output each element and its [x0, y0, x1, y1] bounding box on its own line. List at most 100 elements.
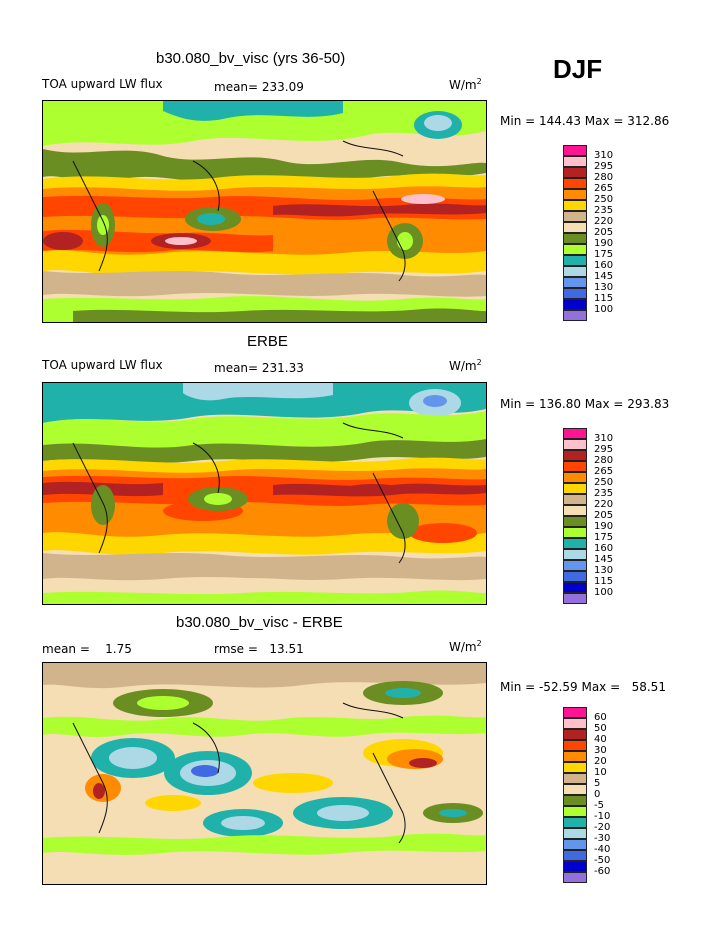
panel3-title: b30.080_bv_visc - ERBE — [176, 614, 343, 631]
panel1-colorbar-label: 115 — [594, 293, 614, 304]
panel2-colorbar-label: 115 — [594, 576, 614, 587]
panel1-colorbar-label: 190 — [594, 238, 614, 249]
panel2-colorbar-label: 190 — [594, 521, 614, 532]
panel1-colorbar-swatch — [563, 167, 587, 178]
panel1-colorbar-swatch — [563, 145, 587, 156]
panel3-colorbar-swatch — [563, 839, 587, 850]
panel2-minmax: Min = 136.80 Max = 293.83 — [500, 397, 670, 411]
panel2-colorbar-label: 280 — [594, 455, 614, 466]
panel2-colorbar-swatch — [563, 582, 587, 593]
panel2-mean: mean= 231.33 — [214, 361, 304, 375]
panel1-units: W/m2 — [449, 77, 482, 92]
panel2-colorbar-swatch — [563, 461, 587, 472]
panel1-colorbar-label: 160 — [594, 260, 614, 271]
panel1-colorbar-swatch — [563, 244, 587, 255]
panel1-colorbar-label: 130 — [594, 282, 614, 293]
panel3-colorbar-swatch — [563, 850, 587, 861]
panel3-rmse: rmse = 13.51 — [214, 642, 304, 656]
panel3-colorbar-swatch — [563, 795, 587, 806]
panel2-colorbar-swatch — [563, 439, 587, 450]
panel3-colorbar-swatch — [563, 751, 587, 762]
panel3-colorbar-label: 30 — [594, 745, 607, 756]
panel2-colorbar-label: 160 — [594, 543, 614, 554]
panel3-colorbar-label: 5 — [594, 778, 601, 789]
season-label: DJF — [553, 54, 603, 84]
panel2-colorbar-swatch — [563, 527, 587, 538]
panel3-colorbar-label: 0 — [594, 789, 601, 800]
panel1-colorbar-swatch — [563, 222, 587, 233]
panel1-colorbar-swatch — [563, 255, 587, 266]
panel2-colorbar-swatch — [563, 494, 587, 505]
panel2-title: ERBE — [247, 333, 288, 350]
panel3-colorbar-swatch — [563, 729, 587, 740]
panel3-colorbar: 60 50 40 30 20 10 5 0 -5 -10 -20 -30 -40 -50 -60 — [563, 707, 643, 883]
panel3-colorbar-swatch — [563, 740, 587, 751]
panel3-colorbar-swatch — [563, 762, 587, 773]
panel2-colorbar-swatch — [563, 483, 587, 494]
panel3-colorbar-label: 40 — [594, 734, 607, 745]
panel2-colorbar-swatch — [563, 571, 587, 582]
panel3-minmax: Min = -52.59 Max = 58.51 — [500, 680, 666, 694]
panel1-colorbar-swatch — [563, 178, 587, 189]
panel2-colorbar-label: 295 — [594, 444, 614, 455]
panel2-colorbar-label: 205 — [594, 510, 614, 521]
panel3-colorbar-swatch — [563, 872, 587, 883]
panel2-colorbar-swatch — [563, 505, 587, 516]
panel3-colorbar-label: 50 — [594, 723, 607, 734]
panel1-colorbar-label: 235 — [594, 205, 614, 216]
panel3-colorbar-label: -20 — [594, 822, 611, 833]
panel3-mean: mean = 1.75 — [42, 642, 132, 656]
panel1-colorbar-label: 295 — [594, 161, 614, 172]
panel1-colorbar-swatch — [563, 189, 587, 200]
panel1-colorbar-label: 280 — [594, 172, 614, 183]
panel2-colorbar-label: 220 — [594, 499, 614, 510]
panel2-colorbar-swatch — [563, 516, 587, 527]
panel3-colorbar-label: 10 — [594, 767, 607, 778]
panel3-colorbar-swatch — [563, 707, 587, 718]
panel1-colorbar-swatch — [563, 233, 587, 244]
panel1-colorbar-label: 220 — [594, 216, 614, 227]
panel1-contour-plot — [43, 101, 486, 322]
panel1-colorbar-swatch — [563, 211, 587, 222]
panel2-colorbar-swatch — [563, 538, 587, 549]
panel2-colorbar-label: 145 — [594, 554, 614, 565]
panel3-colorbar-label: -40 — [594, 844, 611, 855]
panel1-colorbar-swatch — [563, 310, 587, 321]
panel2-map — [42, 382, 487, 605]
panel3-colorbar-label: -60 — [594, 866, 611, 877]
panel2-colorbar-label: 265 — [594, 466, 614, 477]
panel3-colorbar-label: 60 — [594, 712, 607, 723]
panel2-colorbar-label: 100 — [594, 587, 614, 598]
panel1-colorbar-label: 250 — [594, 194, 614, 205]
panel1-colorbar-swatch — [563, 299, 587, 310]
panel3-colorbar-swatch — [563, 817, 587, 828]
panel3-colorbar-swatch — [563, 828, 587, 839]
panel3-colorbar-label: -50 — [594, 855, 611, 866]
panel2-colorbar-swatch — [563, 450, 587, 461]
panel1-colorbar-label: 145 — [594, 271, 614, 282]
panel3-colorbar-swatch — [563, 784, 587, 795]
panel1-colorbar-swatch — [563, 277, 587, 288]
panel1-colorbar-swatch — [563, 288, 587, 299]
panel2-colorbar-swatch — [563, 549, 587, 560]
panel2-colorbar-label: 175 — [594, 532, 614, 543]
panel3-colorbar-label: -10 — [594, 811, 611, 822]
panel1-colorbar-label: 265 — [594, 183, 614, 194]
panel1-colorbar-label: 175 — [594, 249, 614, 260]
panel1-colorbar-label: 205 — [594, 227, 614, 238]
panel2-colorbar-swatch — [563, 593, 587, 604]
panel1-minmax: Min = 144.43 Max = 312.86 — [500, 114, 670, 128]
panel2-colorbar-label: 250 — [594, 477, 614, 488]
panel3-colorbar-label: -5 — [594, 800, 604, 811]
panel1-mean: mean= 233.09 — [214, 80, 304, 94]
panel3-colorbar-swatch — [563, 773, 587, 784]
panel3-units: W/m2 — [449, 639, 482, 654]
panel3-colorbar-label: 20 — [594, 756, 607, 767]
panel3-contour-plot — [43, 663, 486, 884]
panel2-colorbar-swatch — [563, 472, 587, 483]
panel2-colorbar-label: 310 — [594, 433, 614, 444]
panel3-colorbar-label: -30 — [594, 833, 611, 844]
panel1-colorbar-label: 310 — [594, 150, 614, 161]
panel3-map — [42, 662, 487, 885]
panel3-colorbar-swatch — [563, 861, 587, 872]
